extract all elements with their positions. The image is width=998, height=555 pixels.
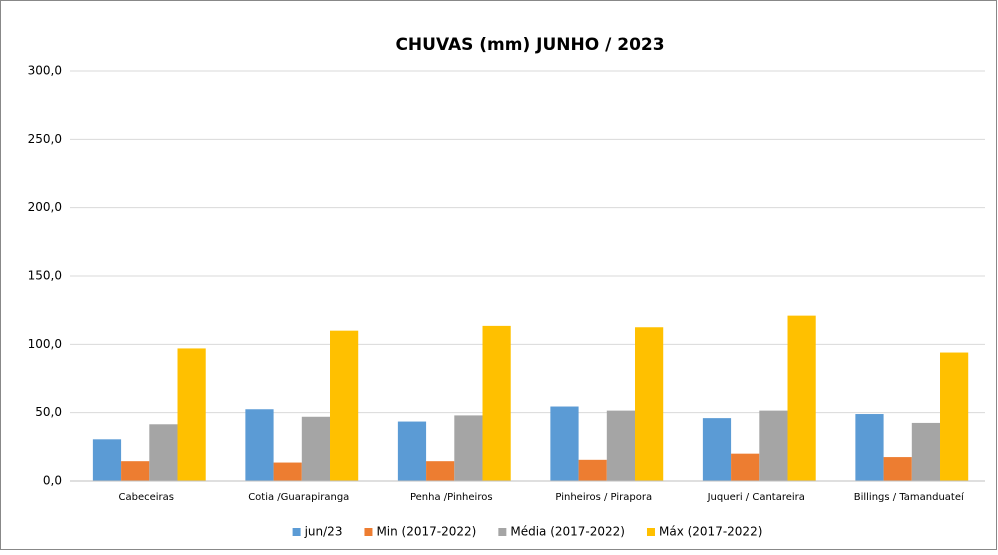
bar [911, 422, 941, 481]
bar [759, 410, 788, 481]
y-tick-label: 250,0 [28, 132, 62, 146]
x-tick-label: Penha /Pinheiros [410, 492, 493, 503]
legend-swatch [292, 528, 301, 536]
legend-swatch [498, 528, 507, 536]
x-tick-label: Cabeceiras [119, 492, 175, 503]
bar [301, 416, 331, 481]
legend-label: Min (2017-2022) [376, 525, 476, 539]
x-tick-label: Juqueri / Cantareira [707, 492, 805, 503]
chart-title: CHUVAS (mm) JUNHO / 2023 [395, 35, 664, 55]
bar [578, 459, 607, 481]
bar [454, 415, 483, 481]
legend-label: Máx (2017-2022) [659, 525, 762, 539]
bar [606, 410, 636, 481]
bar [92, 439, 122, 481]
x-tick-label: Billings / Tamanduateí [854, 491, 965, 503]
y-tick-label: 300,0 [28, 64, 62, 78]
bar [855, 414, 884, 481]
x-tick-label: Cotia /Guarapiranga [248, 492, 349, 503]
bar [330, 330, 359, 481]
legend-swatch [646, 528, 655, 536]
bar [550, 406, 579, 481]
bar [245, 409, 274, 481]
bar [426, 461, 455, 481]
y-tick-label: 50,0 [35, 405, 62, 419]
legend-label: Média (2017-2022) [510, 525, 625, 539]
legend-swatch [364, 528, 373, 536]
bar [787, 315, 816, 481]
bar [940, 352, 969, 481]
y-tick-label: 200,0 [28, 200, 62, 214]
bar [177, 348, 206, 481]
y-tick-label: 100,0 [28, 337, 62, 351]
bar [397, 421, 427, 481]
bar [273, 462, 302, 481]
bar [702, 418, 732, 481]
bar [731, 453, 760, 481]
legend-label: jun/23 [304, 525, 343, 539]
y-tick-label: 0,0 [43, 474, 62, 488]
bar [482, 325, 511, 481]
bar [883, 457, 912, 481]
bar [635, 327, 664, 481]
y-tick-label: 150,0 [28, 269, 62, 283]
bar [149, 424, 178, 481]
x-tick-label: Pinheiros / Pirapora [555, 492, 652, 503]
bar [121, 461, 150, 481]
